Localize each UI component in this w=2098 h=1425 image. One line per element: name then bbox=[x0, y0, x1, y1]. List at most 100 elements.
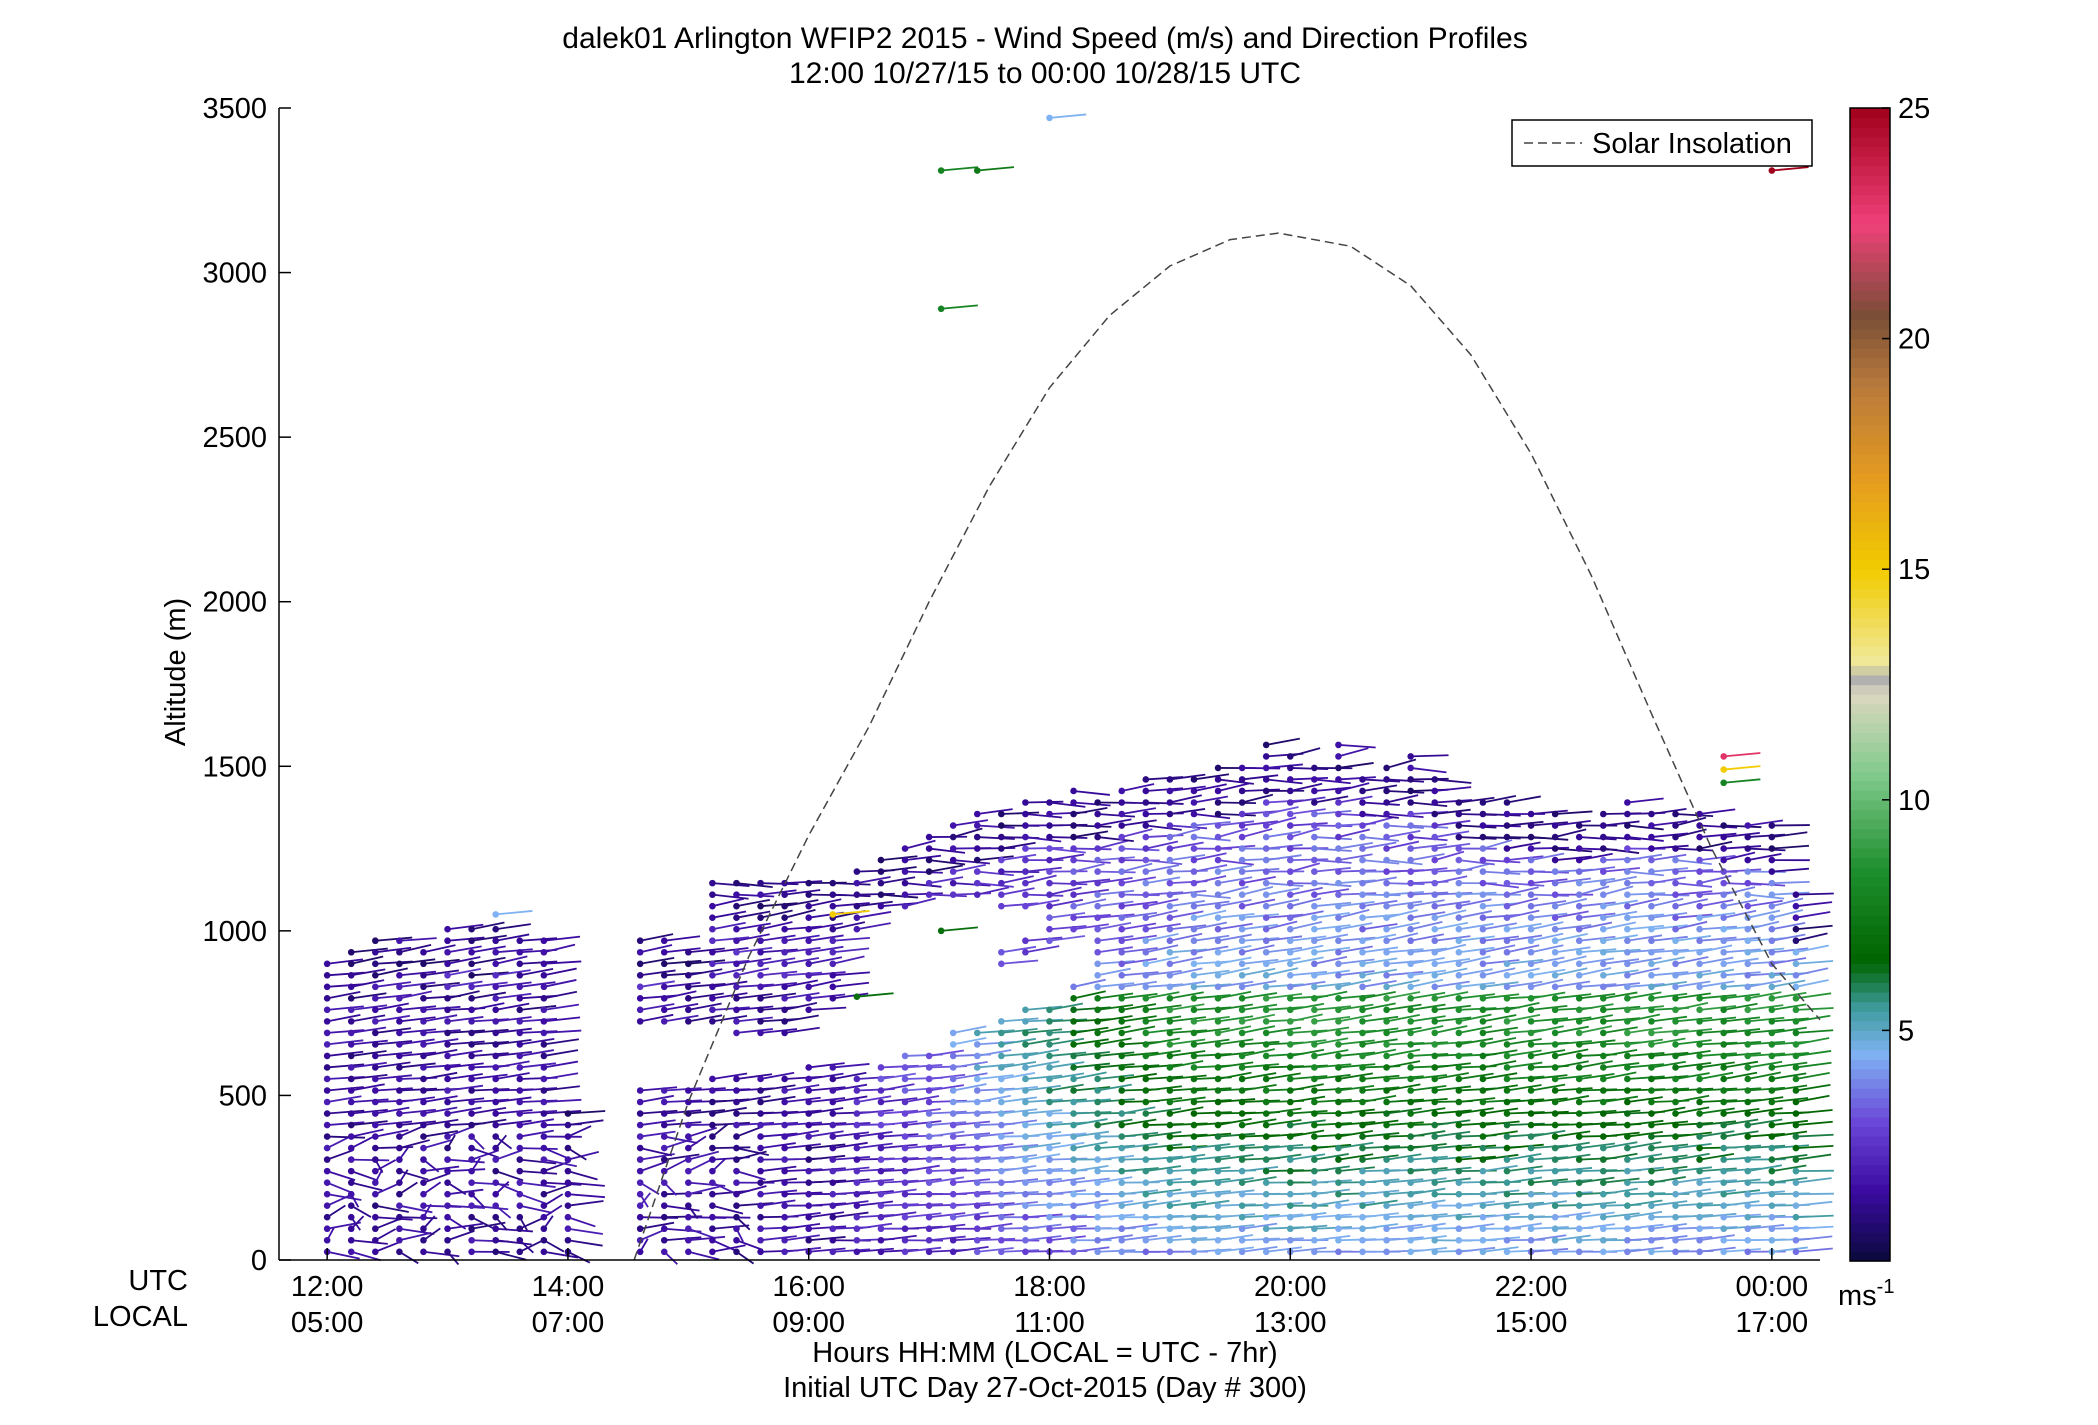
barb-dot bbox=[1190, 891, 1198, 898]
barb-dot bbox=[1262, 810, 1270, 818]
barb-dot bbox=[1094, 856, 1101, 864]
barb-staff bbox=[784, 899, 819, 908]
wind-barb bbox=[1022, 1018, 1064, 1025]
barb-dot bbox=[805, 891, 813, 898]
wind-barb bbox=[1214, 776, 1254, 785]
wind-barb bbox=[1094, 900, 1134, 910]
barb-staff bbox=[1073, 878, 1111, 885]
barb-staff bbox=[399, 981, 436, 988]
barb-staff bbox=[784, 1096, 821, 1103]
barb-dot bbox=[516, 1213, 524, 1221]
barb-staff bbox=[1242, 1040, 1280, 1046]
barb-staff bbox=[1530, 1017, 1569, 1023]
barb-dot bbox=[781, 914, 788, 921]
barb-dot bbox=[540, 1236, 548, 1244]
wind-barb bbox=[540, 1133, 582, 1140]
barb-dot bbox=[1022, 1018, 1029, 1025]
barb-dot bbox=[1407, 971, 1414, 979]
wind-barb bbox=[396, 1038, 435, 1048]
wind-barb bbox=[1214, 1098, 1256, 1106]
wind-barb bbox=[1142, 1155, 1183, 1163]
wind-barb bbox=[925, 1167, 967, 1175]
wind-barb bbox=[540, 1098, 582, 1106]
barb-staff bbox=[1506, 1084, 1542, 1092]
barb-dot bbox=[1046, 799, 1053, 806]
barb-dot bbox=[757, 983, 764, 991]
barb-dot bbox=[1383, 902, 1390, 910]
wind-barb bbox=[372, 1074, 412, 1083]
barb-dot bbox=[853, 1202, 861, 1209]
barb-dot bbox=[829, 1098, 837, 1106]
barb-dot bbox=[1094, 914, 1101, 921]
barb-dot bbox=[468, 1225, 475, 1233]
barb-staff bbox=[1217, 844, 1256, 850]
barb-staff bbox=[519, 1037, 555, 1046]
wind-barb bbox=[1311, 933, 1349, 945]
barb-staff bbox=[735, 1251, 755, 1265]
barb-dot bbox=[516, 1087, 524, 1094]
barb-staff bbox=[375, 981, 412, 988]
barb-staff bbox=[1410, 921, 1443, 931]
barb-dot bbox=[1214, 776, 1222, 783]
wind-barb bbox=[733, 1236, 764, 1251]
barb-staff bbox=[327, 1050, 364, 1057]
barb-dot bbox=[1551, 1179, 1559, 1186]
barb-staff bbox=[399, 1227, 435, 1235]
barb-dot bbox=[1238, 1236, 1246, 1244]
wind-barb bbox=[492, 981, 532, 991]
barb-dot bbox=[1335, 1006, 1342, 1014]
barb-staff bbox=[1458, 993, 1495, 1000]
wind-barb bbox=[1118, 980, 1158, 991]
wind-barb bbox=[1142, 891, 1184, 898]
wind-barb bbox=[1262, 946, 1303, 956]
barb-dot bbox=[1431, 1052, 1439, 1060]
barb-dot bbox=[1190, 868, 1198, 875]
wind-barb bbox=[1118, 862, 1153, 875]
wind-barb bbox=[323, 958, 364, 968]
barb-staff bbox=[495, 1181, 521, 1194]
wind-barb bbox=[1455, 1006, 1497, 1014]
barb-dot bbox=[1070, 995, 1077, 1002]
wind-barb bbox=[1238, 980, 1277, 991]
barb-dot bbox=[396, 1179, 403, 1186]
wind-barb bbox=[709, 891, 749, 900]
barb-staff bbox=[1073, 1141, 1108, 1149]
barb-staff bbox=[712, 936, 750, 942]
barb-staff bbox=[1314, 1165, 1350, 1173]
barb-dot bbox=[1262, 1225, 1270, 1233]
barb-staff bbox=[1314, 1179, 1352, 1184]
barb-dot bbox=[998, 1052, 1005, 1060]
wind-barb bbox=[1503, 1029, 1545, 1037]
wind-barb bbox=[660, 1153, 700, 1163]
barb-dot bbox=[1335, 1190, 1342, 1198]
wind-barb bbox=[323, 1014, 361, 1025]
barb-dot bbox=[998, 1144, 1005, 1152]
barb-staff bbox=[1097, 921, 1132, 931]
barb-staff bbox=[1434, 1144, 1472, 1149]
wind-barb bbox=[1262, 787, 1305, 795]
barb-dot bbox=[1359, 1236, 1366, 1244]
barb-dot bbox=[1407, 891, 1414, 898]
barb-dot bbox=[1286, 799, 1294, 806]
barb-staff bbox=[471, 981, 508, 988]
barb-dot bbox=[660, 995, 668, 1002]
barb-staff bbox=[567, 1110, 606, 1115]
barb-dot bbox=[1046, 1087, 1053, 1094]
barb-dot bbox=[1455, 1018, 1463, 1025]
wind-barb bbox=[901, 1212, 942, 1221]
barb-staff bbox=[1531, 870, 1569, 874]
barb-staff bbox=[1482, 944, 1516, 954]
barb-dot bbox=[660, 960, 668, 968]
barb-staff bbox=[1482, 1014, 1517, 1023]
barb-staff bbox=[327, 1135, 366, 1139]
barb-dot bbox=[468, 1029, 475, 1037]
barb-dot bbox=[323, 1156, 331, 1163]
wind-barb bbox=[733, 898, 771, 910]
wind-barb bbox=[1166, 932, 1203, 945]
barb-staff bbox=[1145, 776, 1184, 781]
barb-dot bbox=[468, 1052, 475, 1060]
barb-staff bbox=[1025, 1060, 1060, 1069]
wind-barb bbox=[685, 1225, 716, 1240]
barb-dot bbox=[468, 1098, 475, 1106]
wind-barb bbox=[1527, 878, 1568, 887]
